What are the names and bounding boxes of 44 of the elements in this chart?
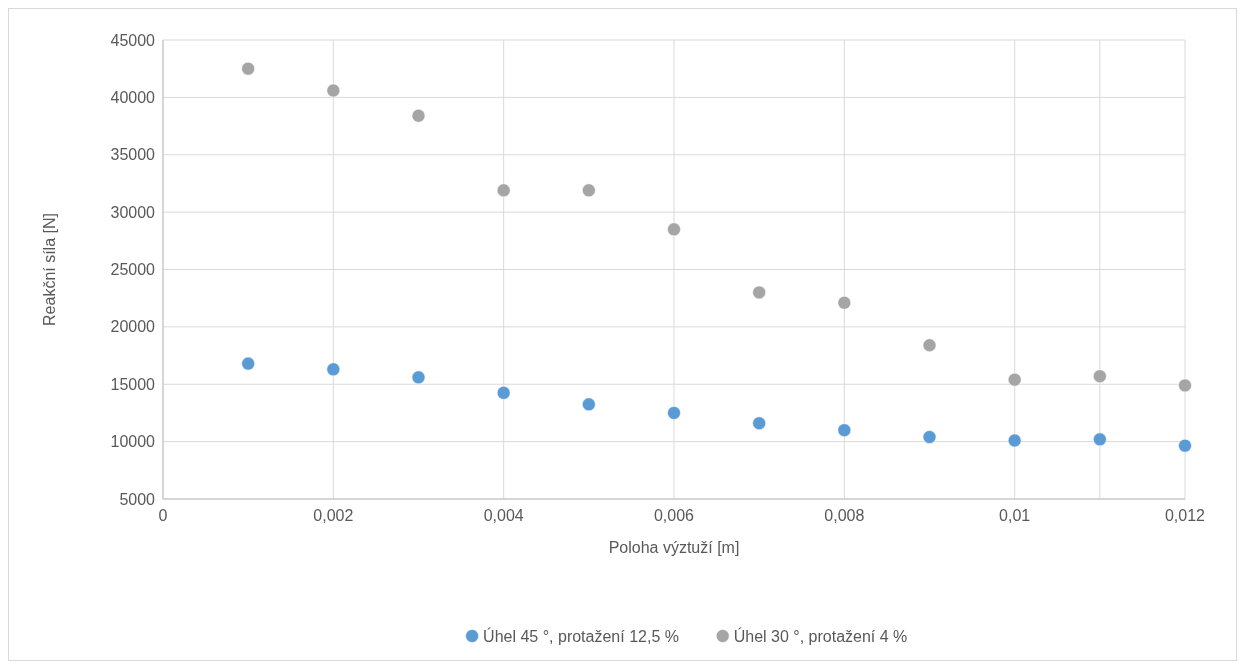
x-tick-label: 0,012	[1164, 507, 1206, 524]
point	[582, 183, 596, 198]
y-tick-label: 25000	[110, 261, 156, 279]
point	[496, 386, 511, 400]
point	[667, 222, 681, 237]
y-axis-title: Reakční síla [N]	[41, 213, 58, 326]
legend-label: Úhel 30 °, protažení 4 %	[733, 626, 908, 645]
x-tick-label: 0,002	[313, 507, 354, 524]
y-tick-label: 10000	[110, 433, 156, 451]
point	[667, 406, 681, 420]
point	[922, 430, 937, 444]
point	[326, 362, 341, 377]
y-tick-label: 45000	[110, 31, 156, 49]
point	[411, 370, 426, 385]
point	[241, 61, 255, 76]
point	[1007, 433, 1022, 448]
legend-label: Úhel 45 °, protažení 12,5 %	[483, 626, 679, 645]
y-tick-label: 20000	[110, 318, 156, 336]
point	[1093, 432, 1107, 447]
y-tick-label: 40000	[110, 88, 156, 106]
point	[411, 108, 426, 123]
x-tick-label: 0,006	[653, 507, 695, 524]
point	[1007, 372, 1022, 387]
point	[752, 285, 766, 300]
y-tick-label: 30000	[110, 203, 156, 221]
y-tick-label: 35000	[110, 146, 156, 164]
point	[752, 416, 766, 431]
point	[241, 356, 255, 371]
x-tick-label: 0	[158, 507, 168, 524]
y-tick-label: 5000	[119, 490, 156, 508]
point	[837, 296, 852, 310]
x-tick-label: 0,01	[999, 507, 1031, 524]
x-tick-label: 0,004	[483, 507, 524, 524]
point	[837, 423, 852, 437]
point	[582, 397, 596, 412]
point	[1178, 438, 1192, 453]
point	[326, 83, 341, 98]
x-tick-label: 0,008	[824, 507, 865, 524]
point	[496, 183, 511, 198]
point	[1178, 378, 1192, 393]
x-axis-title: Poloha výztuží [m]	[608, 539, 740, 556]
point	[922, 338, 937, 352]
point	[1093, 369, 1107, 383]
y-tick-label: 15000	[110, 375, 156, 393]
